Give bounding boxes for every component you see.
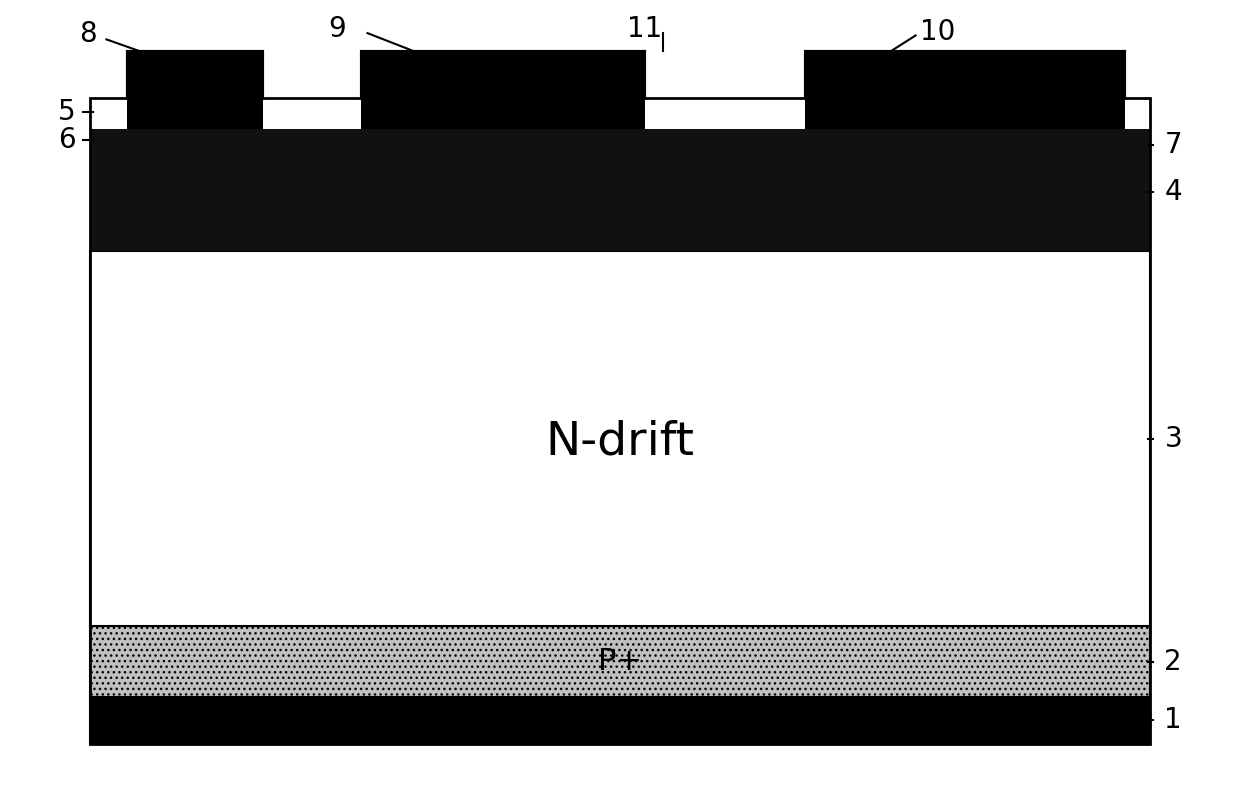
Text: 4: 4 xyxy=(1164,178,1182,206)
Bar xyxy=(263,98,361,130)
Text: 5: 5 xyxy=(58,98,76,127)
Bar xyxy=(91,98,1149,130)
Bar xyxy=(361,51,645,98)
Text: 10: 10 xyxy=(920,17,956,46)
Text: 3: 3 xyxy=(1164,425,1182,452)
Bar xyxy=(91,130,1149,251)
Text: P+: P+ xyxy=(598,647,642,676)
Bar xyxy=(645,98,805,130)
Text: 2: 2 xyxy=(1164,648,1182,676)
Bar xyxy=(91,98,1149,744)
Bar xyxy=(91,251,1149,626)
Bar xyxy=(1125,98,1149,130)
Bar xyxy=(361,51,645,98)
Bar xyxy=(91,98,128,130)
Text: 6: 6 xyxy=(58,126,76,153)
Text: 7: 7 xyxy=(1164,131,1182,159)
Text: 1: 1 xyxy=(1164,706,1182,734)
Text: 11: 11 xyxy=(627,15,662,44)
Bar xyxy=(805,51,1125,98)
Bar xyxy=(91,697,1149,744)
Text: 9: 9 xyxy=(327,15,346,44)
Bar xyxy=(128,51,263,98)
Bar xyxy=(128,51,263,98)
Bar xyxy=(805,51,1125,98)
Text: N-drift: N-drift xyxy=(546,420,694,465)
Text: 8: 8 xyxy=(79,20,97,48)
Bar xyxy=(91,626,1149,697)
